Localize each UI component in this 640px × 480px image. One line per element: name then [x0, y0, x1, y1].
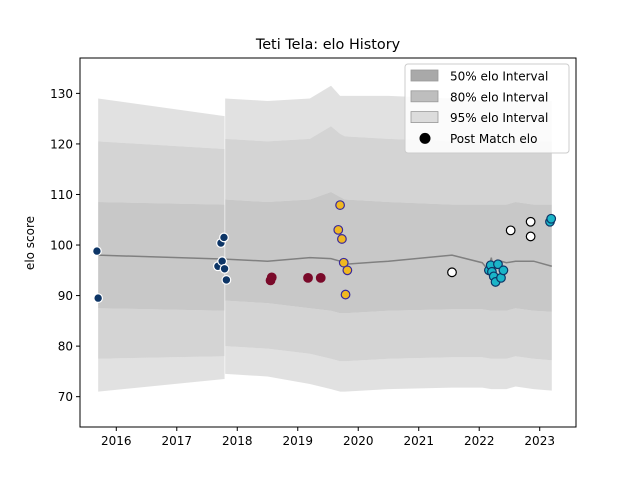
legend-swatch-1	[410, 69, 439, 82]
y-tick-label-110: 110	[50, 188, 73, 202]
legend-label-3: 95% elo Interval	[450, 111, 548, 125]
band-50-segment-2	[225, 191, 552, 314]
post-match-point-27	[498, 265, 509, 276]
post-match-point-19	[447, 267, 457, 278]
post-match-point-6	[219, 232, 229, 243]
band-95-upper-segment-1	[98, 98, 225, 149]
post-match-point-2	[93, 293, 104, 304]
y-tick-label-120: 120	[50, 137, 73, 151]
y-tick-label-80: 80	[58, 340, 73, 354]
y-axis-label: elo score	[23, 216, 37, 270]
post-match-point-18	[342, 265, 353, 276]
post-match-point-11	[303, 272, 313, 283]
post-match-points	[92, 200, 557, 304]
x-tick-label-2019: 2019	[282, 434, 313, 448]
post-match-point-30	[525, 231, 536, 242]
chart-title: Teti Tela: elo History	[255, 37, 401, 53]
post-match-point-28	[505, 225, 516, 236]
post-match-point-12	[315, 272, 326, 283]
band-80-upper-segment-1	[98, 141, 225, 205]
post-match-point-8	[221, 275, 232, 285]
x-tick-label-2016: 2016	[101, 434, 132, 448]
post-match-point-15	[337, 234, 347, 244]
x-tick-label-2020: 2020	[343, 434, 374, 448]
x-axis: 2016 2017 2018 2019 2020 2021 2022 2023	[101, 427, 555, 448]
legend-label-4: Post Match elo	[450, 132, 537, 146]
x-tick-label-2021: 2021	[403, 434, 434, 448]
band-80-lower-segment-1	[98, 308, 225, 359]
post-match-point-17	[340, 289, 351, 300]
legend-marker-4	[419, 132, 431, 144]
y-axis: 70 80 90 100 110 120 130	[50, 87, 80, 404]
y-tick-label-100: 100	[50, 239, 73, 253]
plot-area-frame	[79, 57, 577, 428]
legend: 50% elo Interval 80% elo Interval 95% elo …	[404, 63, 570, 154]
band-95-lower-segment-2	[225, 346, 552, 392]
post-match-point-29	[525, 216, 536, 227]
y-tick-label-130: 130	[50, 87, 73, 101]
post-match-point-32	[546, 213, 557, 224]
legend-label-1: 50% elo Interval	[450, 70, 548, 84]
x-tick-label-2022: 2022	[464, 434, 495, 448]
elo-line	[98, 254, 553, 276]
legend-swatch-3	[410, 111, 439, 123]
legend-label-2: 80% elo Interval	[450, 90, 548, 104]
post-match-point-1	[92, 246, 102, 256]
x-tick-label-2017: 2017	[162, 434, 193, 448]
elo-line-layer	[98, 254, 553, 276]
y-tick-label-90: 90	[58, 289, 73, 303]
band-95-lower-segment-1	[98, 356, 225, 392]
y-tick-label-70: 70	[58, 390, 73, 404]
legend-box	[404, 63, 570, 154]
post-match-point-7	[219, 263, 230, 274]
post-match-point-10	[266, 272, 277, 283]
x-tick-label-2023: 2023	[524, 434, 555, 448]
post-match-point-14	[335, 200, 345, 210]
x-tick-label-2018: 2018	[222, 434, 253, 448]
post-match-point-25	[493, 259, 503, 270]
band-80-lower-segment-2	[225, 300, 552, 362]
legend-swatch-2	[410, 90, 439, 103]
post-match-point-13	[333, 224, 344, 235]
